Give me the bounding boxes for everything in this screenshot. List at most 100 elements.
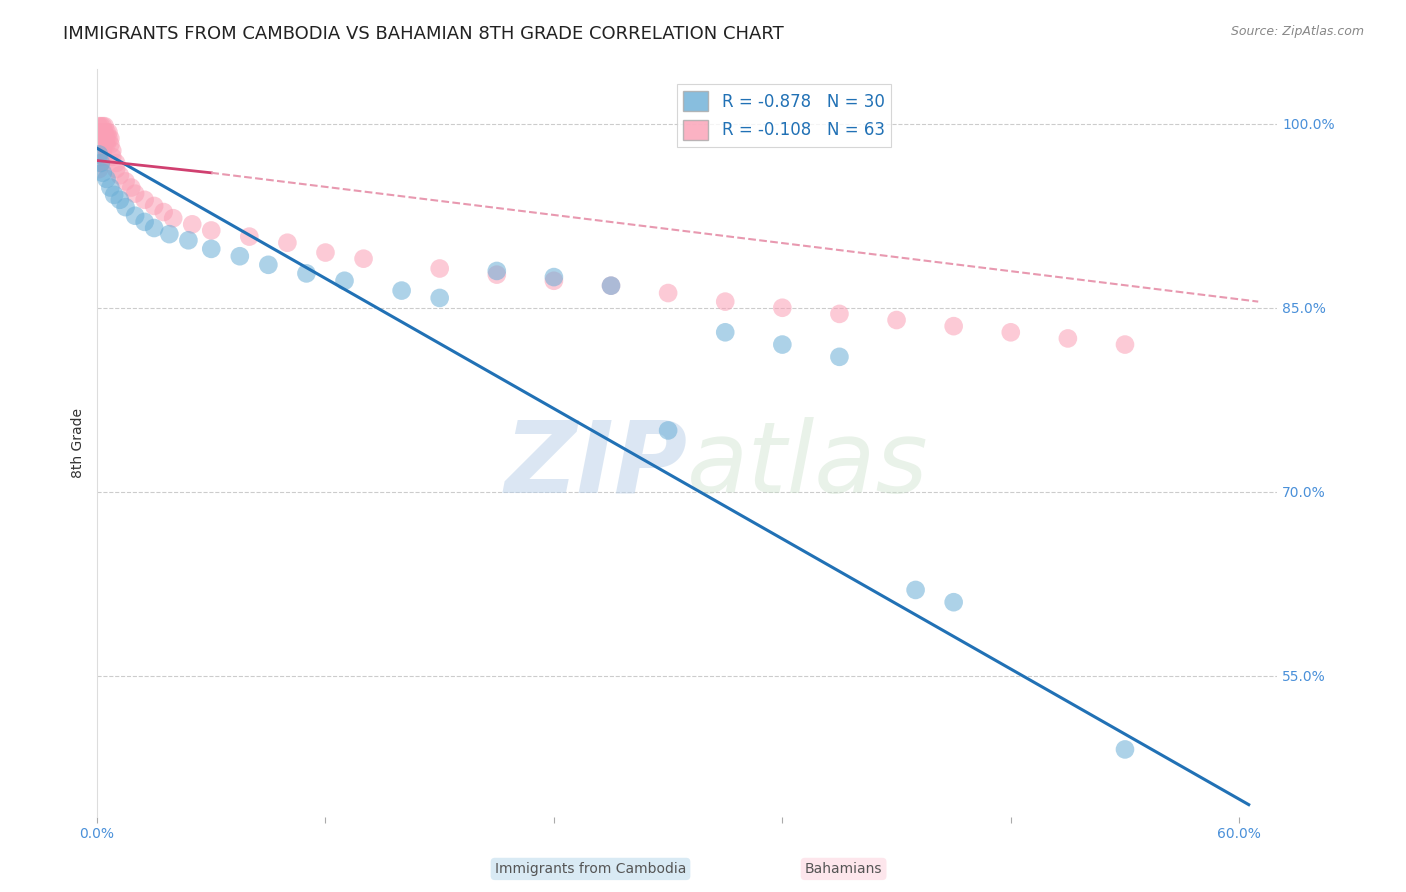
Point	[105, 156, 128, 170]
Point	[543, 270, 565, 285]
Point	[600, 278, 623, 293]
Point	[90, 131, 112, 145]
Point	[91, 137, 114, 152]
Point	[657, 424, 679, 438]
Point	[87, 119, 110, 133]
Point	[87, 156, 110, 170]
Point	[942, 595, 965, 609]
Point	[886, 313, 908, 327]
Point	[98, 180, 121, 194]
Point	[828, 350, 851, 364]
Point	[124, 186, 146, 201]
Point	[90, 119, 112, 133]
Point	[90, 137, 112, 152]
Point	[98, 131, 121, 145]
Point	[124, 209, 146, 223]
Point	[91, 166, 114, 180]
Point	[91, 150, 114, 164]
Point	[904, 582, 927, 597]
Point	[828, 307, 851, 321]
Point	[91, 125, 114, 139]
Point	[114, 174, 136, 188]
Point	[770, 337, 793, 351]
Text: Immigrants from Cambodia: Immigrants from Cambodia	[495, 862, 686, 876]
Point	[103, 187, 125, 202]
Point	[120, 180, 142, 194]
Point	[91, 119, 114, 133]
Point	[177, 233, 200, 247]
Point	[200, 242, 222, 256]
Point	[97, 125, 120, 139]
Point	[87, 150, 110, 164]
Point	[98, 137, 121, 152]
Point	[90, 125, 112, 139]
Point	[93, 137, 115, 152]
Point	[90, 144, 112, 158]
Point	[229, 249, 252, 263]
Point	[314, 245, 336, 260]
Point	[90, 156, 112, 170]
Point	[295, 267, 318, 281]
Point	[143, 199, 166, 213]
Point	[714, 326, 737, 340]
Point	[96, 131, 118, 145]
Text: IMMIGRANTS FROM CAMBODIA VS BAHAMIAN 8TH GRADE CORRELATION CHART: IMMIGRANTS FROM CAMBODIA VS BAHAMIAN 8TH…	[63, 25, 785, 43]
Point	[96, 125, 118, 139]
Point	[162, 211, 184, 226]
Text: Bahamians: Bahamians	[804, 862, 883, 876]
Point	[770, 301, 793, 315]
Point	[91, 131, 114, 145]
Point	[143, 221, 166, 235]
Legend: R = -0.878   N = 30, R = -0.108   N = 63: R = -0.878 N = 30, R = -0.108 N = 63	[676, 85, 891, 146]
Point	[429, 291, 451, 305]
Text: Source: ZipAtlas.com: Source: ZipAtlas.com	[1230, 25, 1364, 38]
Point	[157, 227, 180, 241]
Point	[96, 137, 118, 152]
Text: atlas: atlas	[688, 417, 929, 514]
Point	[87, 125, 110, 139]
Point	[97, 131, 120, 145]
Point	[90, 156, 112, 170]
Point	[1114, 337, 1136, 351]
Point	[114, 200, 136, 214]
Point	[87, 147, 110, 161]
Point	[108, 168, 131, 182]
Point	[152, 205, 174, 219]
Point	[257, 258, 280, 272]
Point	[101, 150, 124, 164]
Point	[1114, 742, 1136, 756]
Point	[238, 229, 260, 244]
Point	[96, 172, 118, 186]
Point	[657, 286, 679, 301]
Point	[276, 235, 298, 250]
Point	[485, 268, 508, 282]
Point	[543, 274, 565, 288]
Point	[391, 284, 413, 298]
Point	[429, 261, 451, 276]
Point	[91, 144, 114, 158]
Point	[87, 131, 110, 145]
Point	[714, 294, 737, 309]
Point	[87, 162, 110, 177]
Point	[105, 162, 128, 177]
Point	[1057, 331, 1080, 345]
Text: ZIP: ZIP	[505, 417, 688, 514]
Point	[101, 144, 124, 158]
Point	[181, 217, 204, 231]
Point	[1000, 326, 1022, 340]
Point	[87, 137, 110, 152]
Point	[87, 144, 110, 158]
Point	[333, 274, 356, 288]
Point	[90, 150, 112, 164]
Point	[93, 125, 115, 139]
Point	[93, 131, 115, 145]
Point	[942, 319, 965, 334]
Point	[353, 252, 375, 266]
Point	[600, 278, 623, 293]
Point	[134, 215, 156, 229]
Point	[134, 193, 156, 207]
Point	[108, 193, 131, 207]
Y-axis label: 8th Grade: 8th Grade	[72, 408, 86, 478]
Point	[485, 264, 508, 278]
Point	[200, 223, 222, 237]
